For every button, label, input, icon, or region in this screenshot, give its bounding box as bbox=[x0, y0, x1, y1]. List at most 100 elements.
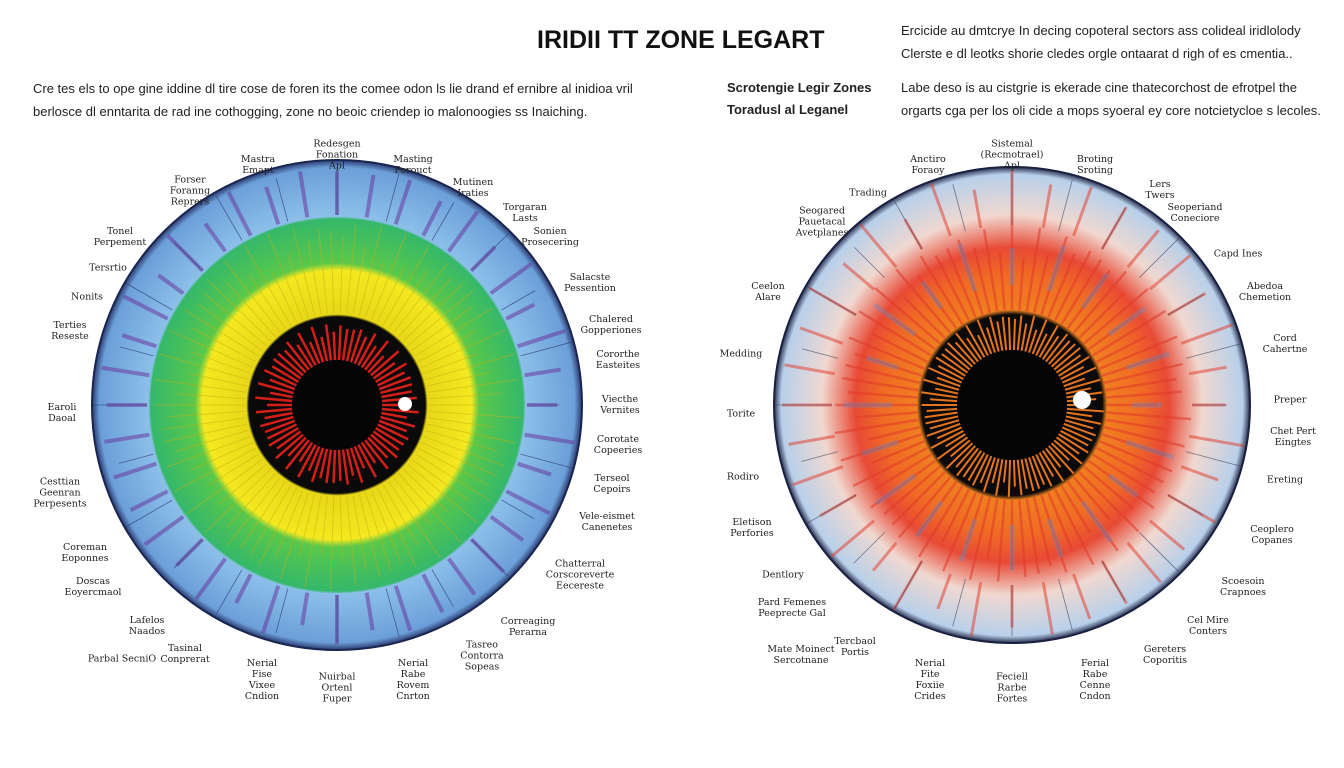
outer-zone-marking bbox=[421, 200, 443, 237]
iris-fiber bbox=[292, 228, 316, 316]
sector-divider bbox=[801, 348, 839, 359]
sector-divider bbox=[520, 453, 573, 469]
pupil-starburst-spike bbox=[947, 342, 974, 368]
right-zone-label: Broting Sroting bbox=[1076, 154, 1114, 176]
outer-zone-marking bbox=[792, 465, 844, 487]
iris-fiber bbox=[1092, 309, 1167, 357]
iris-fiber bbox=[1106, 390, 1182, 399]
pupil-starburst-spike bbox=[353, 445, 366, 469]
left-zone-label: Corotate Copeeries bbox=[593, 434, 643, 456]
right-zone-label: Lers Twers bbox=[1145, 179, 1175, 201]
left-zone-label: Tasinal Conprerat bbox=[160, 643, 210, 665]
legend-subtitle: Scrotengie Legir Zones Toradusl al Legan… bbox=[727, 77, 871, 121]
iris-fiber bbox=[382, 484, 419, 545]
outer-zone-marking bbox=[393, 179, 413, 225]
iris-fiber bbox=[411, 306, 473, 352]
pupil-starburst-spike bbox=[1012, 318, 1017, 351]
right-zone-label: Mate Moinect Sercotnane bbox=[767, 644, 835, 666]
sector-divider bbox=[520, 341, 573, 357]
sector-divider bbox=[1138, 531, 1180, 573]
iris-fiber bbox=[1096, 447, 1164, 484]
iris-fiber bbox=[382, 245, 430, 326]
iris-fiber bbox=[1101, 433, 1168, 457]
pupil-starburst-spike bbox=[1058, 433, 1089, 454]
outer-zone-marking bbox=[969, 582, 983, 637]
pupil-starburst-spike bbox=[1024, 315, 1036, 352]
iris-fiber bbox=[842, 376, 919, 392]
iris-fiber-blue bbox=[865, 355, 899, 371]
pupil-starburst-spike bbox=[1038, 325, 1059, 358]
pupil-starburst-spike bbox=[381, 407, 419, 414]
right-zone-label: Gereters Coporitis bbox=[1142, 644, 1188, 666]
pupil-starburst-spike bbox=[1064, 419, 1094, 430]
page-title: IRIDII TT ZONE LEGART bbox=[537, 26, 825, 54]
iris-fiber bbox=[398, 473, 462, 543]
sector-divider bbox=[853, 531, 886, 564]
iris-fiber bbox=[249, 275, 286, 330]
left-zone-label: Tersrtio bbox=[89, 262, 127, 274]
iris-fiber bbox=[942, 492, 977, 572]
iris-fiber bbox=[371, 490, 401, 563]
outer-zone-marking bbox=[830, 519, 876, 558]
iris-fiber-blue bbox=[875, 473, 917, 506]
outer-zone-marking bbox=[524, 432, 575, 445]
sector-divider bbox=[853, 246, 886, 279]
iris-fiber bbox=[271, 271, 298, 323]
sector-divider bbox=[431, 569, 454, 608]
right-zone-label: Feciell Rarbe Fortes bbox=[996, 671, 1028, 705]
iris-fiber bbox=[169, 330, 254, 369]
sector-divider bbox=[501, 499, 535, 520]
outer-zone-marking bbox=[489, 515, 525, 542]
iris-fiber bbox=[972, 247, 992, 313]
sector-divider bbox=[806, 285, 857, 316]
pupil-starburst-spike bbox=[357, 444, 377, 478]
iris-fiber bbox=[298, 494, 316, 557]
pupil-starburst-spike bbox=[930, 429, 964, 449]
sector-divider bbox=[1185, 343, 1242, 359]
pupil-starburst-spike bbox=[345, 448, 355, 476]
sector-divider bbox=[385, 173, 400, 222]
sector-divider bbox=[275, 588, 289, 633]
pupil-starburst-spike bbox=[928, 366, 963, 384]
pupil-starburst-spike bbox=[345, 329, 356, 362]
left-zone-label: Earoli Daoal bbox=[47, 402, 77, 424]
left-iris bbox=[91, 159, 583, 651]
pupil-starburst-spike bbox=[381, 396, 417, 403]
pupil-starburst-spike bbox=[926, 422, 961, 437]
pupil-starburst-spike bbox=[979, 455, 993, 484]
pupil-starburst-spike bbox=[1048, 445, 1075, 475]
pupil-starburst-spike bbox=[935, 356, 966, 377]
pupil-starburst-spike bbox=[985, 327, 996, 354]
subtitle-desc-line: Labe deso is au cistgrie is ekerade cine… bbox=[901, 80, 1298, 95]
iris-fiber bbox=[968, 497, 992, 580]
pupil-starburst-spike bbox=[941, 353, 969, 374]
pupil-starburst-spike bbox=[1001, 316, 1008, 351]
left-zone-label: Cororthe Easteites bbox=[595, 349, 641, 371]
pupil-starburst-spike bbox=[976, 319, 993, 355]
pupil-starburst-spike bbox=[1020, 458, 1028, 489]
pupil-starburst-spike bbox=[1066, 411, 1093, 418]
iris-fiber bbox=[414, 308, 492, 357]
right-zone-label: Rodiro bbox=[726, 471, 760, 483]
iris-fiber bbox=[218, 463, 267, 505]
pupil-starburst-spike bbox=[380, 383, 413, 395]
intro-right-line: Ercicide au dmtcrye In decing copoteral … bbox=[901, 23, 1301, 38]
iris-fiber bbox=[339, 496, 344, 564]
iris-fiber bbox=[420, 441, 497, 477]
right-zone-label: Abedoa Chemetion bbox=[1238, 281, 1292, 303]
pupil-starburst-spike bbox=[264, 411, 293, 420]
pupil-starburst-spike bbox=[337, 449, 342, 481]
pupil-starburst-spike bbox=[929, 398, 958, 403]
pupil-starburst-spike bbox=[1050, 442, 1070, 461]
outer-zone-marking bbox=[421, 573, 445, 613]
outer-zone-marking bbox=[489, 262, 533, 295]
sector-divider bbox=[471, 233, 509, 271]
outer-zone-marking bbox=[1148, 254, 1191, 291]
pupil-starburst-spike bbox=[950, 439, 971, 458]
iris-fiber bbox=[1083, 287, 1149, 345]
pupil-starburst-spike bbox=[1063, 377, 1086, 388]
outer-zone-marking bbox=[1041, 184, 1053, 228]
pupil-starburst-spike bbox=[319, 448, 329, 479]
sector-divider bbox=[1058, 180, 1073, 232]
